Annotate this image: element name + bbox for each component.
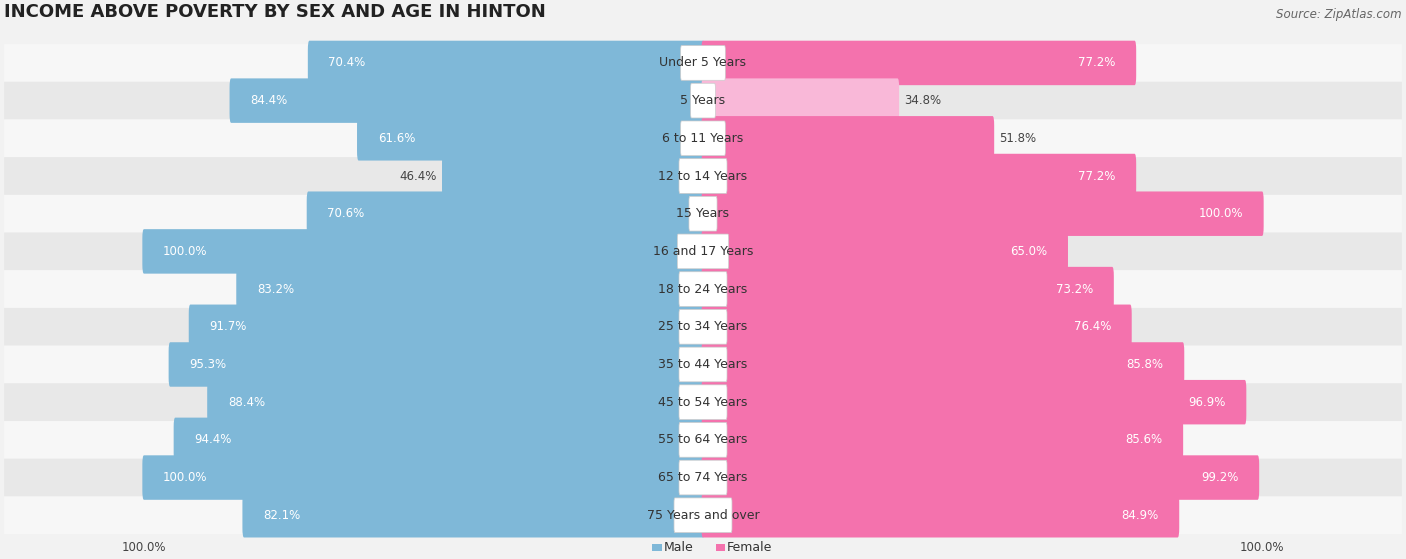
FancyBboxPatch shape [702,456,1260,500]
Text: 77.2%: 77.2% [1078,56,1115,69]
FancyBboxPatch shape [4,345,1402,383]
FancyBboxPatch shape [689,196,717,231]
Text: 85.6%: 85.6% [1125,433,1163,447]
FancyBboxPatch shape [681,121,725,155]
FancyBboxPatch shape [681,46,725,80]
FancyBboxPatch shape [679,385,727,419]
Text: 76.4%: 76.4% [1074,320,1111,333]
FancyBboxPatch shape [174,418,704,462]
FancyBboxPatch shape [4,82,1402,120]
FancyBboxPatch shape [229,78,704,123]
FancyBboxPatch shape [4,195,1402,233]
Text: 83.2%: 83.2% [257,283,294,296]
Text: Under 5 Years: Under 5 Years [659,56,747,69]
Text: 95.3%: 95.3% [190,358,226,371]
Text: 55 to 64 Years: 55 to 64 Years [658,433,748,447]
Text: 94.4%: 94.4% [194,433,232,447]
Text: 18 to 24 Years: 18 to 24 Years [658,283,748,296]
Text: Female: Female [727,541,772,554]
Text: 45 to 54 Years: 45 to 54 Years [658,396,748,409]
Text: 100.0%: 100.0% [1198,207,1243,220]
Bar [652,544,662,551]
FancyBboxPatch shape [4,157,1402,195]
FancyBboxPatch shape [4,270,1402,308]
Text: 73.2%: 73.2% [1056,283,1094,296]
Bar [716,544,725,551]
Text: Male: Male [664,541,693,554]
Text: 70.4%: 70.4% [329,56,366,69]
FancyBboxPatch shape [4,308,1402,345]
FancyBboxPatch shape [4,421,1402,459]
FancyBboxPatch shape [702,267,1114,311]
FancyBboxPatch shape [702,116,994,160]
Text: 34.8%: 34.8% [904,94,941,107]
Text: 96.9%: 96.9% [1188,396,1226,409]
FancyBboxPatch shape [207,380,704,424]
FancyBboxPatch shape [673,498,733,533]
FancyBboxPatch shape [307,192,704,236]
FancyBboxPatch shape [4,44,1402,82]
FancyBboxPatch shape [702,493,1180,538]
FancyBboxPatch shape [679,272,727,306]
Text: 82.1%: 82.1% [263,509,301,522]
Text: 25 to 34 Years: 25 to 34 Years [658,320,748,333]
FancyBboxPatch shape [169,342,704,387]
FancyBboxPatch shape [188,305,704,349]
FancyBboxPatch shape [679,310,727,344]
Text: 100.0%: 100.0% [1240,541,1284,554]
Text: INCOME ABOVE POVERTY BY SEX AND AGE IN HINTON: INCOME ABOVE POVERTY BY SEX AND AGE IN H… [4,3,546,21]
Text: 84.9%: 84.9% [1122,509,1159,522]
Text: 100.0%: 100.0% [163,245,208,258]
FancyBboxPatch shape [4,120,1402,157]
FancyBboxPatch shape [4,496,1402,534]
Text: 5 Years: 5 Years [681,94,725,107]
FancyBboxPatch shape [690,83,716,118]
FancyBboxPatch shape [679,159,727,193]
FancyBboxPatch shape [142,456,704,500]
FancyBboxPatch shape [441,154,704,198]
FancyBboxPatch shape [4,383,1402,421]
Text: 88.4%: 88.4% [228,396,264,409]
FancyBboxPatch shape [702,418,1184,462]
Text: 35 to 44 Years: 35 to 44 Years [658,358,748,371]
Text: 65 to 74 Years: 65 to 74 Years [658,471,748,484]
Text: 12 to 14 Years: 12 to 14 Years [658,169,748,183]
FancyBboxPatch shape [679,423,727,457]
Text: 46.4%: 46.4% [399,169,437,183]
FancyBboxPatch shape [702,192,1264,236]
FancyBboxPatch shape [678,234,728,269]
FancyBboxPatch shape [4,459,1402,496]
Text: 6 to 11 Years: 6 to 11 Years [662,132,744,145]
Text: 84.4%: 84.4% [250,94,287,107]
Text: 91.7%: 91.7% [209,320,247,333]
Text: 100.0%: 100.0% [163,471,208,484]
FancyBboxPatch shape [702,380,1246,424]
FancyBboxPatch shape [702,229,1069,274]
FancyBboxPatch shape [679,347,727,382]
Text: Source: ZipAtlas.com: Source: ZipAtlas.com [1277,8,1402,21]
Text: 85.8%: 85.8% [1126,358,1164,371]
Text: 99.2%: 99.2% [1201,471,1239,484]
FancyBboxPatch shape [236,267,704,311]
FancyBboxPatch shape [142,229,704,274]
Text: 77.2%: 77.2% [1078,169,1115,183]
FancyBboxPatch shape [702,342,1184,387]
Text: 51.8%: 51.8% [998,132,1036,145]
Text: 65.0%: 65.0% [1010,245,1047,258]
Text: 16 and 17 Years: 16 and 17 Years [652,245,754,258]
FancyBboxPatch shape [702,305,1132,349]
Text: 61.6%: 61.6% [378,132,415,145]
FancyBboxPatch shape [242,493,704,538]
FancyBboxPatch shape [357,116,704,160]
FancyBboxPatch shape [702,41,1136,85]
Text: 75 Years and over: 75 Years and over [647,509,759,522]
FancyBboxPatch shape [702,78,900,123]
FancyBboxPatch shape [702,154,1136,198]
Text: 15 Years: 15 Years [676,207,730,220]
FancyBboxPatch shape [679,460,727,495]
Text: 100.0%: 100.0% [122,541,166,554]
FancyBboxPatch shape [308,41,704,85]
FancyBboxPatch shape [4,233,1402,270]
Text: 70.6%: 70.6% [328,207,364,220]
